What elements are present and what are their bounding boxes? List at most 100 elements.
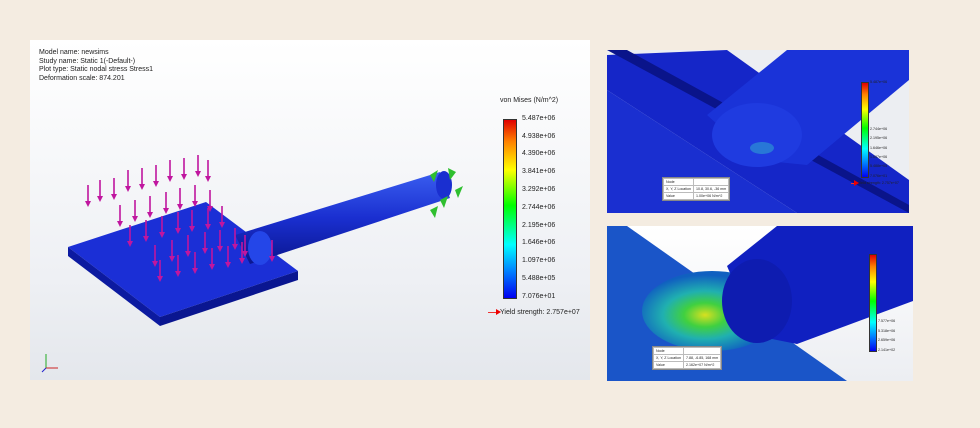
model-info: Model name: newsims Study name: Static 1… [39, 49, 153, 83]
load-arrow [127, 225, 133, 247]
probe-value: 7.88, -6.85, 168 mm [683, 354, 722, 362]
load-arrow [153, 165, 159, 187]
probe-label: Node [652, 347, 685, 355]
plot-type: Plot type: Static nodal stress Stress1 [39, 66, 153, 74]
study-name: Study name: Static 1(-Default-) [39, 57, 136, 65]
legend-tick: 7.076e+01 [870, 173, 888, 178]
fixture-icons [430, 168, 463, 218]
load-arrow [232, 228, 238, 250]
legend-tick: 5.487e+06 [522, 114, 556, 122]
load-arrow [177, 188, 183, 210]
deformation-scale: Deformation scale: 874.201 [39, 74, 125, 82]
load-arrow [111, 178, 117, 200]
probe-box-2: Node X, Y, Z Location 7.88, -6.85, 168 mm V… [652, 346, 723, 370]
load-arrow [205, 208, 211, 230]
legend-tick: 5.488e+05 [522, 275, 556, 282]
load-arrow [269, 240, 275, 262]
legend-tick: 7.577e+06 [878, 319, 896, 324]
probe-value [683, 347, 722, 355]
axis-triad [41, 354, 58, 373]
plate-front [160, 271, 298, 326]
load-arrow [202, 232, 208, 254]
legend-tick: 1.097e+06 [522, 257, 556, 265]
load-arrow [192, 185, 198, 207]
load-arrow [163, 192, 169, 214]
probe-value: 10.8, 30.6, -36 mm [693, 185, 730, 193]
collar [248, 231, 272, 265]
probe-value: 1.00e+06 N/m^2 [693, 192, 730, 200]
probe-row: Node [652, 347, 722, 355]
legend-tick: 3.292e+06 [522, 186, 556, 193]
load-arrow [147, 196, 153, 218]
legend-tick: 5.487e+06 [870, 79, 888, 84]
probe-label: Value [662, 192, 695, 200]
load-arrow [185, 235, 191, 257]
load-arrow [217, 230, 223, 252]
model-view [41, 155, 463, 373]
load-arrow [157, 260, 163, 282]
load-arrow [192, 252, 198, 274]
detail-1-model [607, 50, 909, 213]
load-arrow [139, 168, 145, 190]
load-arrow [219, 206, 225, 228]
detail-2-model [607, 226, 913, 381]
detail-1-yield: Yield strength: 2.757e+07 [851, 179, 899, 186]
load-arrow [97, 180, 103, 202]
probe-row: X, Y, Z Location 7.88, -6.85, 168 mm [652, 354, 722, 362]
legend-tick: 2.141e+02 [878, 347, 896, 352]
probe-row: Node [662, 178, 730, 186]
load-arrow [181, 158, 187, 180]
legend-tick: 4.938e+06 [522, 132, 556, 140]
load-arrows [85, 155, 275, 282]
probe-label: X, Y, Z Location [652, 354, 685, 362]
legend-tick: 4.390e+06 [522, 150, 556, 158]
load-arrow [117, 205, 123, 227]
load-arrow [132, 200, 138, 222]
load-arrow [125, 170, 131, 192]
load-arrow [242, 235, 248, 257]
color-bar [503, 119, 517, 299]
legend-tick: 2.744e+06 [522, 203, 556, 211]
detail-view-1[interactable]: 5.487e+06 2.744e+06 2.195e+06 1.646e+06 1.09… [607, 50, 909, 213]
legend-tick: 5.488e+05 [870, 164, 888, 169]
load-arrow [159, 216, 165, 238]
load-arrow [85, 185, 91, 207]
yield-arrow-icon [851, 179, 859, 186]
probe-value: 2.162e+07 N/m^2 [683, 361, 722, 369]
load-arrow [239, 242, 245, 264]
probe-row: Value 1.00e+06 N/m^2 [662, 192, 730, 200]
load-arrow [195, 155, 201, 177]
legend-tick: 1.097e+06 [870, 155, 888, 160]
probe-label: Value [652, 361, 685, 369]
color-bar [869, 254, 877, 352]
rod [235, 172, 450, 264]
probe-box-1: Node X, Y, Z Location 10.8, 30.6, -36 mm Va… [662, 177, 731, 201]
legend-tick: 2.744e+06 [870, 126, 888, 131]
load-arrow [175, 212, 181, 234]
probe-row: Value 2.162e+07 N/m^2 [652, 361, 722, 369]
legend-tick: 1.646e+06 [522, 239, 556, 247]
load-arrow [152, 245, 158, 267]
load-arrow [205, 160, 211, 182]
legend-tick: 2.195e+06 [522, 221, 556, 229]
detail-view-2[interactable]: 7.577e+06 5.318e+06 2.659e+06 2.141e+02 Nod… [607, 226, 913, 381]
legend-tick: 3.841e+06 [522, 168, 556, 176]
load-arrow [143, 220, 149, 242]
color-bar [861, 82, 869, 178]
legend-tick: 5.318e+06 [878, 328, 896, 333]
probe-value [693, 178, 730, 186]
rod-end [436, 171, 452, 199]
load-arrow [225, 246, 231, 268]
yield-strength: Yield strength: 2.757e+07 [488, 308, 580, 316]
yield-arrow-icon [488, 308, 501, 315]
probe-label: X, Y, Z Location [662, 185, 695, 193]
legend-title: von Mises (N/m^2) [500, 97, 559, 104]
main-stress-plot[interactable]: Model name: newsims Study name: Static 1… [30, 40, 590, 380]
load-arrow [189, 210, 195, 232]
legend-tick: 2.195e+06 [870, 136, 888, 141]
plate-top [68, 202, 298, 317]
load-arrow [209, 248, 215, 270]
load-arrow [167, 160, 173, 182]
model-name: Model name: newsims [39, 49, 109, 56]
plate-side [68, 247, 160, 326]
